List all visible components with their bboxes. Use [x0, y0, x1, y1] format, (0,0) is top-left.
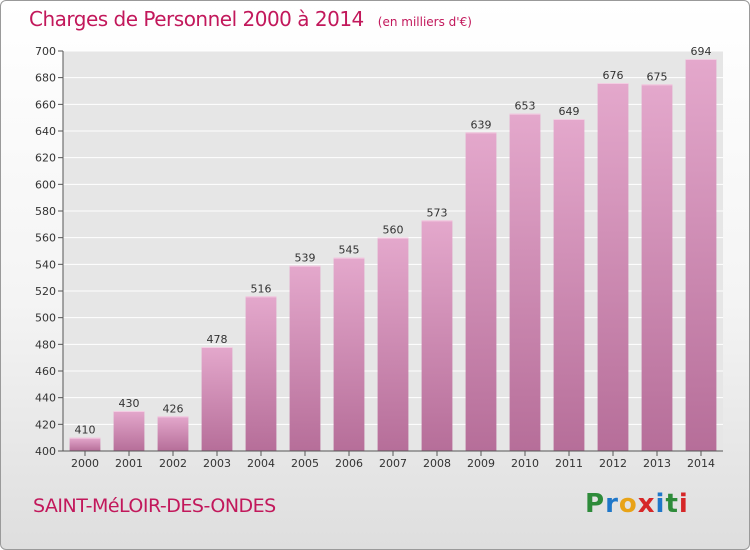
x-tick-label: 2006 — [335, 457, 363, 470]
logo-letter: x — [637, 489, 656, 519]
bar-2009 — [465, 132, 497, 452]
x-tick-label: 2002 — [159, 457, 187, 470]
data-label-2008: 573 — [427, 206, 448, 219]
y-tick-label: 400 — [35, 445, 56, 458]
logo-letter: t — [665, 489, 679, 519]
bar-2010 — [509, 113, 541, 452]
y-tick-label: 660 — [35, 98, 56, 111]
title-text: Charges de Personnel 2000 à 2014 — [29, 7, 364, 31]
bar-2012 — [597, 83, 629, 451]
bar-2003 — [201, 347, 233, 451]
data-label-2011: 649 — [559, 105, 580, 118]
bar-2005 — [289, 265, 321, 451]
y-tick-label: 560 — [35, 232, 56, 245]
data-label-2012: 676 — [603, 69, 624, 82]
y-tick-label: 460 — [35, 365, 56, 378]
x-tick-label: 2003 — [203, 457, 231, 470]
logo-letter: P — [585, 489, 606, 519]
bar-2006 — [333, 257, 365, 451]
x-tick-label: 2009 — [467, 457, 495, 470]
data-label-2000: 410 — [75, 424, 96, 437]
city-name: SAINT-MéLOIR-DES-ONDES — [33, 495, 276, 517]
bar-2004 — [245, 296, 277, 451]
proxiti-logo: Proxiti — [585, 489, 689, 519]
y-tick-label: 540 — [35, 258, 56, 271]
logo-letter: o — [618, 489, 638, 519]
data-label-2013: 675 — [647, 70, 668, 83]
bar-2011 — [553, 119, 585, 451]
y-tick-label: 600 — [35, 178, 56, 191]
y-tick-label: 480 — [35, 338, 56, 351]
x-tick-label: 2005 — [291, 457, 319, 470]
chart-title: Charges de Personnel 2000 à 2014 (en mill… — [29, 7, 472, 31]
data-label-2014: 694 — [691, 45, 712, 58]
data-label-2005: 539 — [295, 252, 316, 265]
bar-2013 — [641, 84, 673, 451]
logo-letter: i — [655, 489, 666, 519]
x-tick-label: 2010 — [511, 457, 539, 470]
y-tick-label: 680 — [35, 72, 56, 85]
axes: 400 420 440 460 480 500 520 540 560 580 600 620 640 6… — [35, 45, 723, 470]
data-label-2006: 545 — [339, 244, 360, 257]
data-label-2007: 560 — [383, 224, 404, 237]
bar-2008 — [421, 220, 453, 451]
y-tick-label: 700 — [35, 45, 56, 58]
x-tick-label: 2012 — [599, 457, 627, 470]
data-label-2002: 426 — [163, 402, 184, 415]
bar-2014 — [685, 59, 717, 451]
x-tick-label: 2014 — [687, 457, 715, 470]
y-tick-label: 440 — [35, 392, 56, 405]
data-label-2001: 430 — [119, 397, 140, 410]
logo-letter: r — [605, 489, 619, 519]
data-label-2010: 653 — [515, 100, 536, 113]
y-tick-label: 640 — [35, 125, 56, 138]
bar-2002 — [157, 416, 189, 451]
x-tick-label: 2013 — [643, 457, 671, 470]
x-tick-label: 2001 — [115, 457, 143, 470]
y-tick-label: 500 — [35, 312, 56, 325]
bar-2007 — [377, 237, 409, 451]
x-tick-label: 2011 — [555, 457, 583, 470]
y-tick-label: 580 — [35, 205, 56, 218]
bars: 410 430 426 478 516 539 545 560 573 639 653 649 676 6… — [69, 45, 717, 452]
x-tick-label: 2004 — [247, 457, 275, 470]
bar-2000 — [69, 437, 101, 451]
bar-2001 — [113, 411, 145, 451]
y-tick-label: 620 — [35, 152, 56, 165]
x-tick-label: 2007 — [379, 457, 407, 470]
y-tick-label: 420 — [35, 418, 56, 431]
x-tick-label: 2008 — [423, 457, 451, 470]
data-label-2003: 478 — [207, 333, 228, 346]
x-tick-label: 2000 — [71, 457, 99, 470]
y-tick-label: 520 — [35, 285, 56, 298]
chart-subtitle: (en milliers d'€) — [377, 15, 472, 29]
data-label-2009: 639 — [471, 118, 492, 131]
data-label-2004: 516 — [251, 282, 272, 295]
logo-letter: i — [678, 489, 689, 519]
